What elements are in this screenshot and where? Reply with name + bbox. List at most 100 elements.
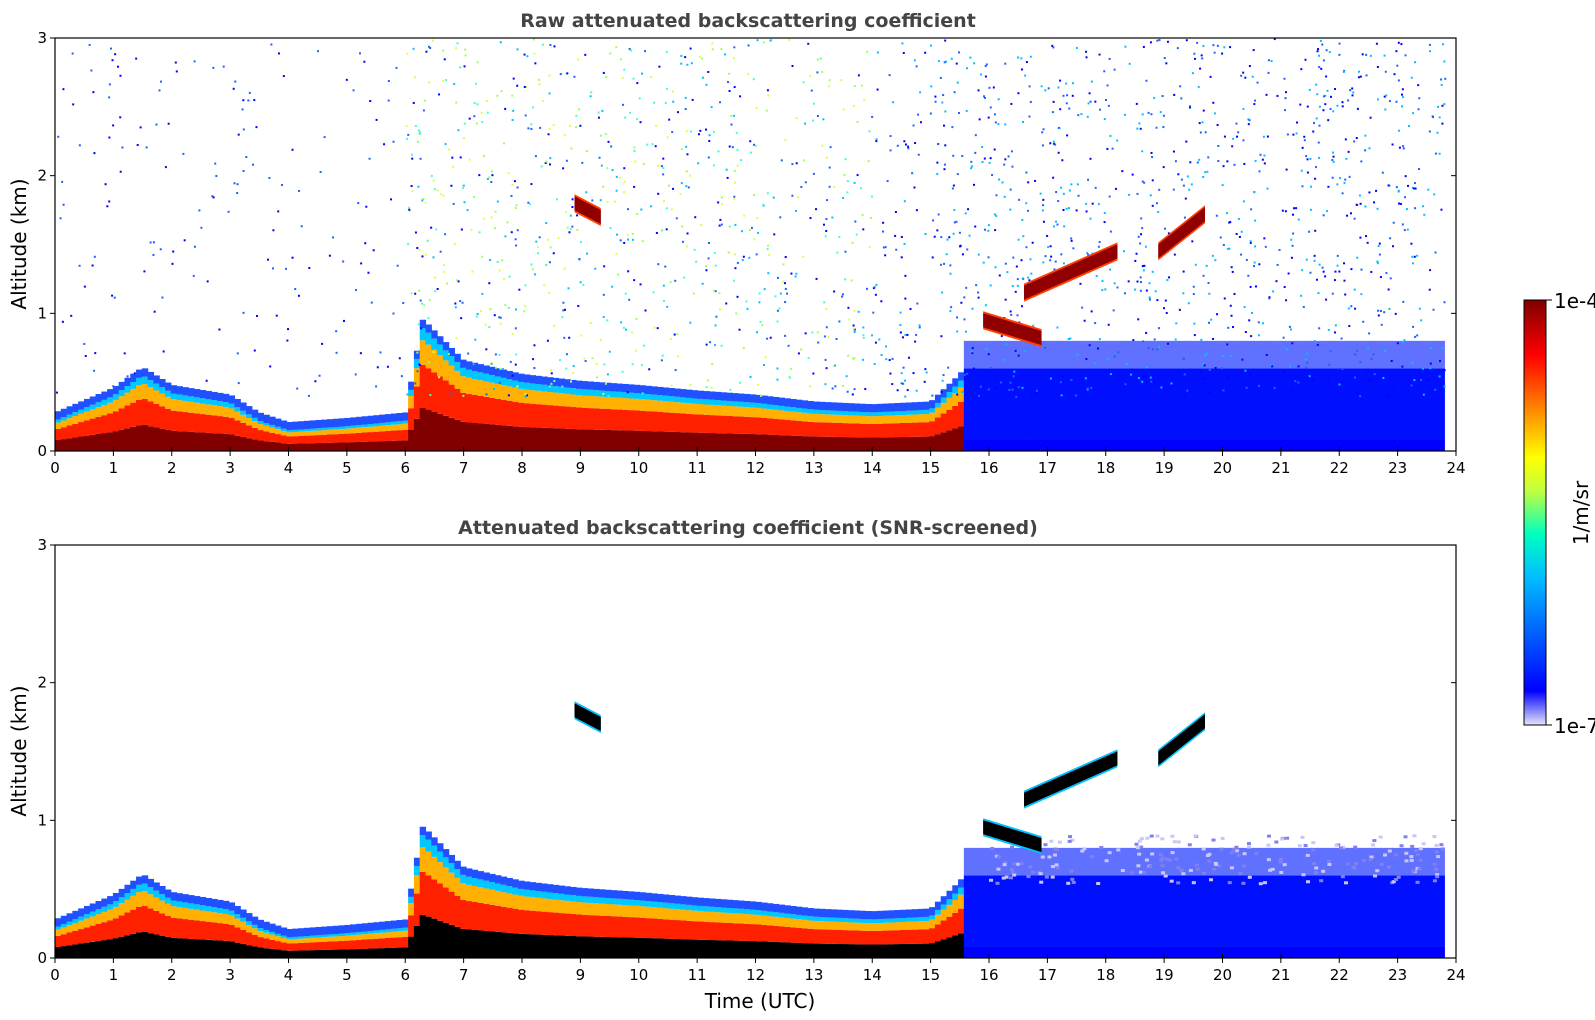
noise-point: [1350, 305, 1353, 308]
heatmap-cell: [616, 904, 623, 917]
noise-point: [896, 144, 899, 147]
noise-point: [499, 322, 502, 325]
noise-point: [1149, 834, 1154, 838]
noise-point: [646, 143, 649, 146]
noise-point: [828, 185, 831, 188]
heatmap-cell: [361, 923, 369, 932]
heatmap-cell: [338, 429, 346, 434]
noise-point: [1341, 105, 1344, 108]
noise-point: [1406, 389, 1409, 392]
heatmap-cell: [373, 431, 380, 442]
x-tick-label: 2: [167, 966, 177, 984]
noise-point: [1140, 217, 1143, 220]
noise-point: [511, 118, 514, 121]
noise-point: [615, 175, 618, 178]
heatmap-cell: [506, 386, 513, 401]
noise-point: [964, 212, 967, 215]
noise-point: [686, 153, 689, 156]
heatmap-cell: [1264, 439, 1272, 451]
noise-point: [1076, 183, 1079, 186]
noise-point: [909, 307, 912, 310]
heatmap-cell: [581, 381, 589, 390]
heatmap-cell: [1438, 368, 1445, 440]
x-tick-label: 15: [921, 459, 940, 477]
noise-point: [1127, 280, 1130, 283]
noise-point: [1351, 865, 1356, 869]
heatmap-cell: [639, 892, 647, 901]
heatmap-cell: [1299, 875, 1306, 947]
noise-point: [816, 114, 819, 117]
noise-point: [1182, 357, 1185, 360]
noise-point: [1116, 848, 1121, 852]
heatmap-cell: [367, 939, 374, 949]
heatmap-cell: [246, 414, 253, 419]
noise-point: [875, 138, 878, 141]
noise-point: [270, 43, 273, 46]
x-tick-label: 5: [342, 966, 352, 984]
noise-point: [949, 272, 952, 275]
heatmap-cell: [720, 940, 728, 958]
noise-point: [354, 373, 357, 376]
noise-point: [1194, 863, 1199, 867]
heatmap-cell: [164, 382, 172, 391]
heatmap-cell: [95, 402, 102, 408]
noise-point: [1202, 377, 1205, 380]
noise-point: [1243, 162, 1246, 165]
heatmap-cell: [1201, 439, 1208, 451]
noise-point: [608, 350, 611, 353]
noise-point: [467, 352, 470, 355]
heatmap-cell: [413, 368, 421, 387]
heatmap-cell: [1010, 875, 1017, 947]
heatmap-cell: [547, 899, 554, 913]
heatmap-cell: [1114, 847, 1121, 876]
heatmap-cell: [1224, 946, 1231, 958]
noise-point: [864, 387, 867, 390]
noise-point: [1014, 290, 1017, 293]
heatmap-cell: [373, 930, 380, 934]
noise-point: [1091, 202, 1094, 205]
noise-point: [932, 219, 935, 222]
heatmap-cell: [593, 915, 600, 937]
noise-point: [550, 382, 553, 385]
noise-point: [1341, 192, 1344, 195]
heatmap-cell: [489, 397, 496, 425]
heatmap-cell: [147, 887, 155, 895]
heatmap-cell: [1270, 946, 1278, 958]
heatmap-cell: [784, 913, 791, 919]
noise-point: [1373, 874, 1378, 878]
noise-point: [104, 183, 107, 186]
heatmap-cell: [222, 909, 230, 914]
heatmap-cell: [1027, 847, 1034, 876]
heatmap-cell: [523, 910, 531, 935]
noise-point: [1353, 845, 1358, 849]
noise-point: [971, 307, 974, 310]
heatmap-cell: [680, 432, 687, 451]
noise-point: [152, 253, 155, 256]
heatmap-cell: [1369, 368, 1376, 440]
heatmap-cell: [1426, 439, 1434, 451]
noise-point: [1113, 355, 1116, 358]
x-tick-label: 10: [629, 966, 648, 984]
heatmap-cell: [512, 908, 519, 934]
heatmap-cell: [726, 907, 733, 913]
noise-point: [1443, 369, 1446, 372]
noise-point: [1017, 238, 1020, 241]
noise-point: [1085, 202, 1088, 205]
noise-point: [1011, 165, 1014, 168]
heatmap-cell: [89, 925, 97, 942]
noise-point: [1248, 65, 1251, 68]
heatmap-cell: [332, 427, 340, 430]
heatmap-cell: [512, 401, 519, 427]
heatmap-cell: [257, 931, 264, 938]
heatmap-cell: [657, 400, 664, 412]
noise-point: [736, 295, 739, 298]
noise-point: [685, 145, 688, 148]
noise-point: [1262, 135, 1265, 138]
noise-point: [422, 109, 425, 112]
noise-point: [666, 207, 669, 210]
heatmap-cell: [784, 435, 791, 451]
heatmap-cell: [969, 847, 977, 876]
noise-point: [797, 352, 800, 355]
heatmap-cell: [1154, 946, 1162, 958]
heatmap-cell: [292, 950, 299, 958]
